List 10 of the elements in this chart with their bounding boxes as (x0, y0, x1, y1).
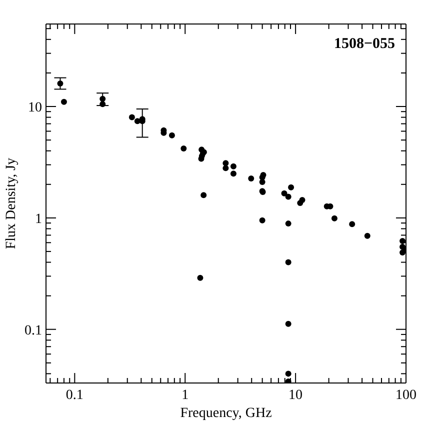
x-axis-title: Frequency, GHz (180, 406, 272, 421)
x-tick-label: 100 (396, 388, 416, 403)
x-tick-label: 0.1 (66, 388, 84, 403)
y-tick-label: 1 (35, 212, 42, 227)
x-tick-label: 10 (288, 388, 303, 403)
y-tick-label: 10 (28, 100, 42, 116)
x-tick-label: 1 (182, 388, 189, 403)
y-tick-label: 0.1 (24, 323, 42, 338)
y-axis-title: Flux Density, Jy (4, 158, 19, 250)
annotation: 1508−055 (334, 36, 395, 53)
